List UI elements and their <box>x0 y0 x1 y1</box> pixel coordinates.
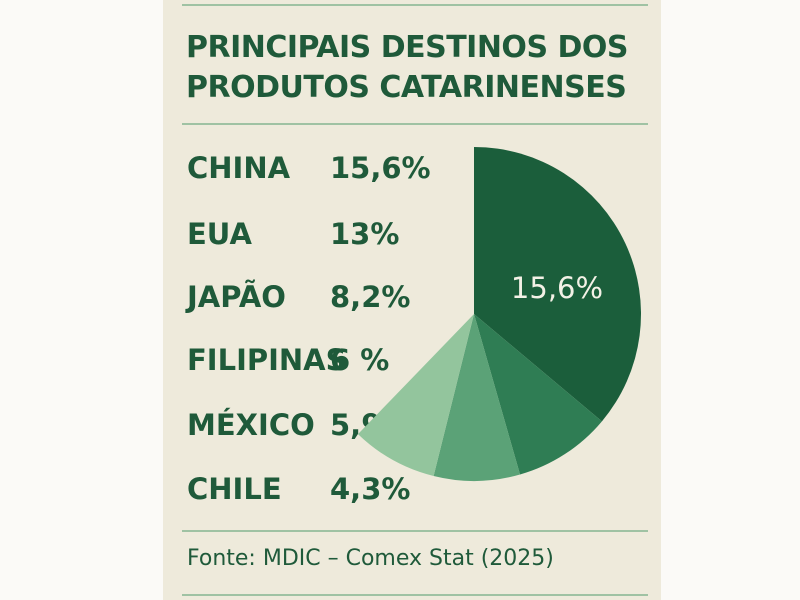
pie-slice-china <box>474 147 642 422</box>
divider <box>182 530 648 532</box>
slice-data-label: 15,6% <box>511 271 603 305</box>
value-label: 4,3% <box>330 472 411 506</box>
country-label: JAPÃO <box>187 280 286 314</box>
chart-title: PRINCIPAIS DESTINOS DOS PRODUTOS CATARIN… <box>186 30 629 105</box>
divider <box>182 594 648 596</box>
country-label: EUA <box>187 217 252 251</box>
value-label: 8,2% <box>330 280 411 314</box>
pie-slice-filipinas <box>357 314 474 477</box>
value-label: 13% <box>330 217 400 251</box>
value-label: 15,6% <box>330 151 431 185</box>
pie-slice-eua <box>474 314 602 475</box>
country-label: FILIPINAS <box>187 343 347 377</box>
country-label: CHINA <box>187 151 291 185</box>
pie-slice-japão <box>433 314 521 482</box>
country-label: MÉXICO <box>187 408 315 442</box>
value-label: 6 % <box>330 343 390 377</box>
divider <box>182 123 648 125</box>
divider <box>182 4 648 6</box>
country-label: CHILE <box>187 472 282 506</box>
source-note: Fonte: MDIC – Comex Stat (2025) <box>187 546 554 571</box>
